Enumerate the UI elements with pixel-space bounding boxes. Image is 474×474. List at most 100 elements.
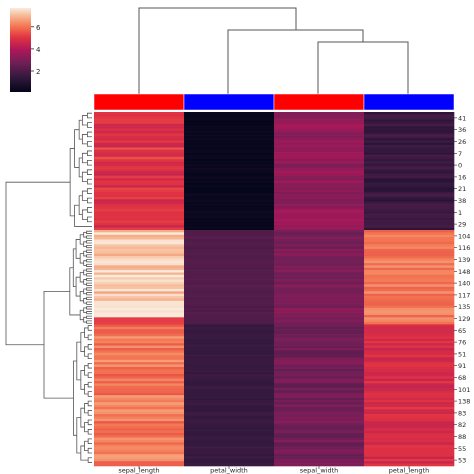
heatmap-cell xyxy=(184,279,275,283)
heatmap-cell xyxy=(274,383,365,387)
heatmap-cell xyxy=(274,241,365,245)
row-dendro-link xyxy=(69,267,81,316)
heatmap-cell xyxy=(184,463,275,467)
colorbar-tick-label: 2 xyxy=(36,68,40,76)
heatmap-grid xyxy=(94,112,455,467)
heatmap-cell xyxy=(184,348,275,351)
heatmap-cell xyxy=(274,173,365,177)
heatmap-cell xyxy=(184,289,275,292)
row-dendro-link xyxy=(83,250,87,257)
heatmap-cell xyxy=(184,402,275,405)
heatmap-cell xyxy=(184,140,275,143)
heatmap-cell xyxy=(274,263,365,266)
heatmap-cell xyxy=(94,407,185,410)
row-tick-label: 139 xyxy=(458,256,470,264)
heatmap-cell xyxy=(364,277,455,280)
heatmap-cell xyxy=(274,322,365,325)
row-tick-label: 51 xyxy=(458,350,466,358)
heatmap-cell xyxy=(184,251,275,254)
heatmap-cell xyxy=(94,378,185,382)
row-dendro-link xyxy=(86,315,92,319)
heatmap-cell xyxy=(184,411,275,415)
heatmap-cell xyxy=(184,267,275,271)
heatmap-cell xyxy=(364,255,455,259)
row-tick-label: 36 xyxy=(458,126,466,134)
row-dendro-link xyxy=(84,384,89,395)
heatmap-cell xyxy=(274,399,365,403)
heatmap-cell xyxy=(364,364,455,368)
heatmap-cell xyxy=(94,447,185,450)
heatmap-cell xyxy=(274,293,365,297)
heatmap-cell xyxy=(94,416,185,420)
row-dendro-link xyxy=(86,216,92,223)
row-dendro-link xyxy=(83,269,87,276)
heatmap-cell xyxy=(364,178,455,181)
heatmap-cell xyxy=(364,451,455,455)
column-tick-label-sepal_width: sepal_width xyxy=(300,467,338,474)
row-dendrogram xyxy=(5,112,92,463)
row-tick-label: 148 xyxy=(458,268,470,276)
heatmap-cell xyxy=(184,418,275,422)
heatmap-cell xyxy=(94,208,185,212)
heatmap-cell xyxy=(274,199,365,202)
heatmap-cell xyxy=(94,348,185,351)
heatmap-cell xyxy=(364,395,455,398)
heatmap-cell xyxy=(364,251,455,254)
heatmap-cell xyxy=(364,145,455,148)
heatmap-cell xyxy=(364,430,455,434)
row-dendro-link xyxy=(86,230,92,234)
heatmap-cell xyxy=(94,390,185,394)
heatmap-cell xyxy=(184,310,275,313)
heatmap-cell xyxy=(94,296,185,299)
heatmap-cell xyxy=(94,194,185,198)
heatmap-cell xyxy=(94,260,185,264)
heatmap-cell xyxy=(94,196,185,200)
heatmap-cell xyxy=(274,251,365,254)
heatmap-cell xyxy=(274,359,365,363)
heatmap-cell xyxy=(274,133,365,136)
row-tick-label: 116 xyxy=(458,244,470,252)
heatmap-cell xyxy=(94,201,185,205)
heatmap-cell xyxy=(274,364,365,368)
heatmap-cell xyxy=(184,336,275,339)
row-dendro-link xyxy=(86,131,92,138)
heatmap-cell xyxy=(274,152,365,155)
heatmap-cell xyxy=(364,376,455,379)
heatmap-cell xyxy=(364,435,455,438)
heatmap-cell xyxy=(364,175,455,179)
heatmap-cell xyxy=(364,116,455,120)
row-dendro-link xyxy=(86,178,92,185)
row-dendro-link xyxy=(87,372,92,378)
heatmap-cell xyxy=(184,319,275,323)
heatmap-cell xyxy=(184,324,275,328)
heatmap-cell xyxy=(364,291,455,295)
row-dendro-link xyxy=(86,112,92,119)
heatmap-cell xyxy=(184,317,275,320)
heatmap-cell xyxy=(94,364,185,368)
heatmap-cell xyxy=(364,345,455,349)
heatmap-cell xyxy=(94,388,185,391)
heatmap-cell xyxy=(274,345,365,349)
row-tick-label: 26 xyxy=(458,138,466,146)
heatmap-cell xyxy=(364,352,455,356)
heatmap-cell xyxy=(274,352,365,356)
heatmap-cell xyxy=(274,260,365,264)
heatmap-cell xyxy=(274,407,365,410)
row-dendro-link xyxy=(86,306,92,310)
heatmap-cell xyxy=(184,274,275,278)
heatmap-cell xyxy=(184,234,275,238)
heatmap-cell xyxy=(184,381,275,384)
heatmap-cell xyxy=(274,385,365,389)
heatmap-cell xyxy=(184,128,275,132)
heatmap-cell xyxy=(184,116,275,120)
heatmap-cell xyxy=(94,222,185,226)
heatmap-cell xyxy=(274,449,365,453)
row-dendro-link xyxy=(74,129,80,168)
heatmap-cell xyxy=(274,277,365,280)
row-dendro-link xyxy=(79,290,84,302)
heatmap-cell xyxy=(94,385,185,389)
heatmap-cell xyxy=(184,407,275,410)
col-dendro-link-a xyxy=(317,41,409,94)
heatmap-cell xyxy=(274,206,365,210)
row-dendro-link xyxy=(86,188,92,194)
